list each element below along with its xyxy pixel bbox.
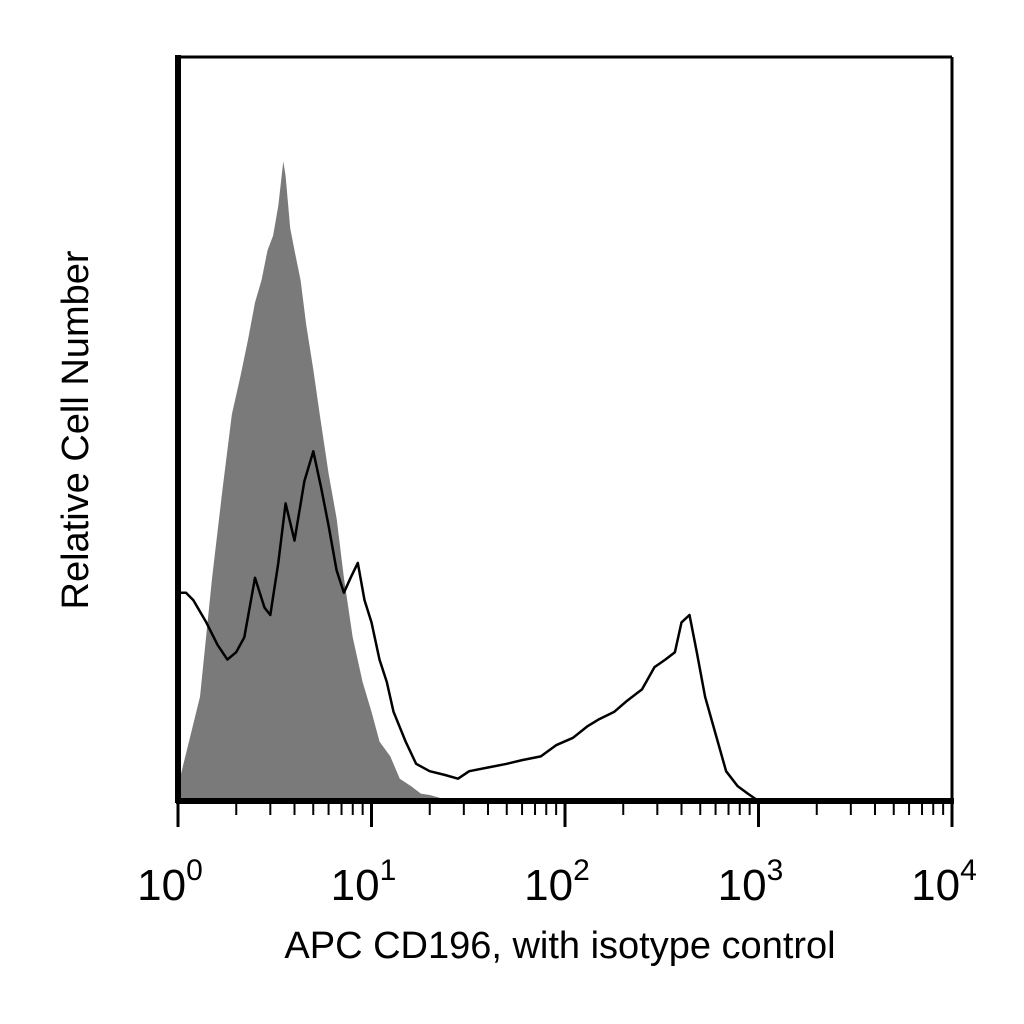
x-tick-label: 101 (331, 854, 397, 910)
x-tick-label: 104 (911, 854, 977, 910)
x-tick-label: 102 (524, 854, 590, 910)
x-tick-label: 100 (137, 854, 203, 910)
x-axis-ticks (176, 801, 954, 827)
cd196-stained-histogram (178, 450, 760, 803)
series-layer (178, 161, 760, 803)
y-axis-title: Relative Cell Number (55, 250, 97, 609)
x-tick-label: 103 (718, 854, 784, 910)
isotype-control-histogram (178, 161, 449, 801)
x-axis-tick-labels: 100 101 102 103 104 (137, 854, 977, 910)
x-axis-title: APC CD196, with isotype control (284, 925, 835, 967)
